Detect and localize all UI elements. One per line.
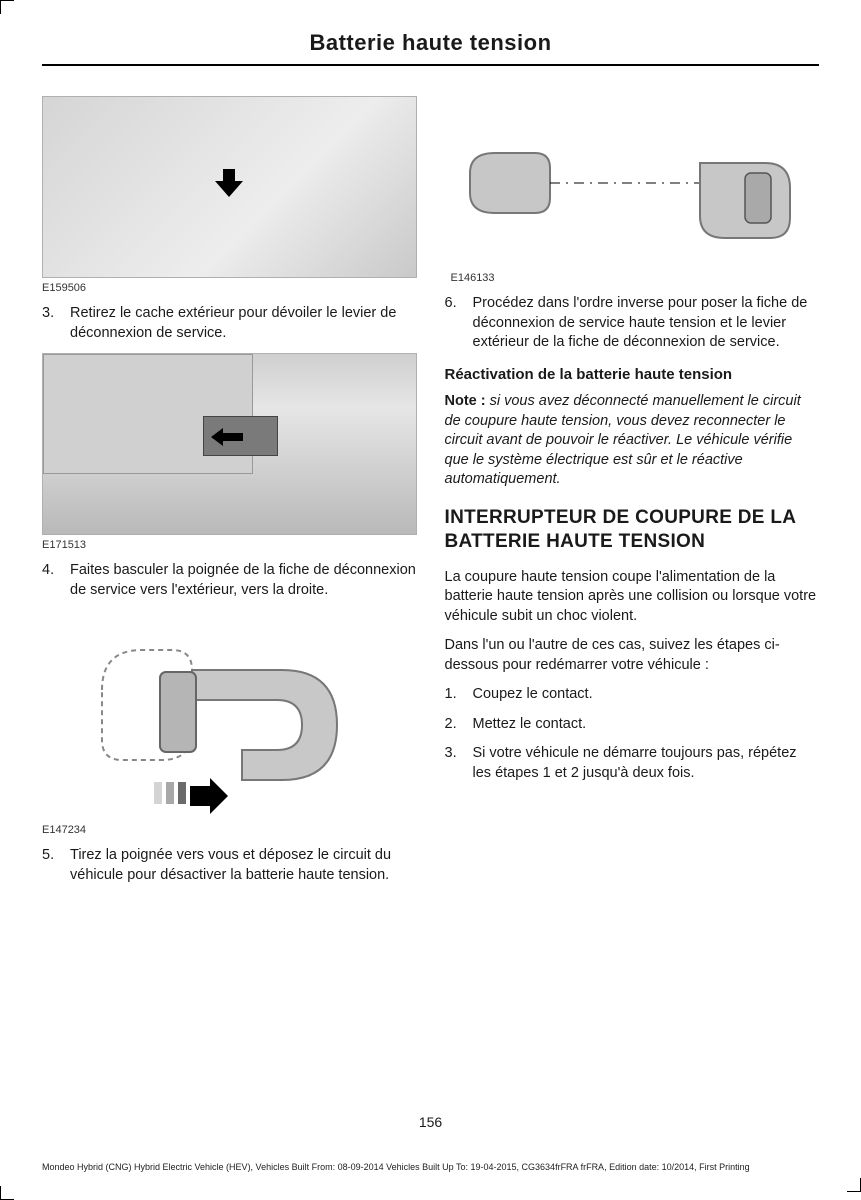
step-text: Si votre véhicule ne démarre toujours pa… bbox=[473, 744, 820, 783]
page-number: 156 bbox=[0, 1114, 861, 1130]
restart-step-2: 2. Mettez le contact. bbox=[445, 715, 820, 735]
page-header: Batterie haute tension bbox=[42, 30, 819, 66]
step-number: 1. bbox=[445, 685, 463, 705]
step-text: Mettez le contact. bbox=[473, 715, 587, 735]
step-number: 4. bbox=[42, 561, 60, 600]
right-column: E146133 6. Procédez dans l'ordre inverse… bbox=[445, 96, 820, 895]
crop-mark-bottom-left bbox=[0, 1184, 16, 1200]
arrow-left-icon bbox=[211, 428, 243, 451]
note-body: si vous avez déconnecté manuellement le … bbox=[445, 393, 801, 487]
restart-step-3: 3. Si votre véhicule ne démarre toujours… bbox=[445, 744, 820, 783]
step-text: Faites basculer la poignée de la fiche d… bbox=[70, 561, 417, 600]
figure-handle-swing bbox=[42, 610, 417, 820]
bracket-illustration bbox=[42, 610, 362, 820]
figure-caption: E171513 bbox=[42, 539, 417, 551]
crop-mark-top-left bbox=[0, 0, 16, 16]
step-number: 2. bbox=[445, 715, 463, 735]
left-column: E159506 3. Retirez le cache extérieur po… bbox=[42, 96, 417, 895]
step-number: 6. bbox=[445, 294, 463, 353]
figure-caption: E146133 bbox=[451, 272, 820, 284]
step-number: 3. bbox=[42, 304, 60, 343]
two-column-layout: E159506 3. Retirez le cache extérieur po… bbox=[42, 96, 819, 895]
paragraph: La coupure haute tension coupe l'aliment… bbox=[445, 568, 820, 627]
section-heading-interrupter: INTERRUPTEUR DE COUPURE DE LA BATTERIE H… bbox=[445, 506, 820, 554]
step-5: 5. Tirez la poignée vers vous et déposez… bbox=[42, 846, 417, 885]
step-text: Procédez dans l'ordre inverse pour poser… bbox=[473, 294, 820, 353]
step-4: 4. Faites basculer la poignée de la fich… bbox=[42, 561, 417, 600]
step-6: 6. Procédez dans l'ordre inverse pour po… bbox=[445, 294, 820, 353]
step-text: Retirez le cache extérieur pour dévoiler… bbox=[70, 304, 417, 343]
clip-illustration bbox=[445, 118, 805, 268]
page-title: Batterie haute tension bbox=[42, 30, 819, 56]
figure-clip bbox=[445, 118, 820, 268]
note-label: Note : bbox=[445, 393, 486, 409]
step-text: Coupez le contact. bbox=[473, 685, 593, 705]
figure-lever bbox=[42, 353, 417, 535]
step-number: 5. bbox=[42, 846, 60, 885]
step-3: 3. Retirez le cache extérieur pour dévoi… bbox=[42, 304, 417, 343]
crop-mark-bottom-right bbox=[845, 1176, 861, 1192]
step-number: 3. bbox=[445, 744, 463, 783]
subheading-reactivation: Réactivation de la batterie haute tensio… bbox=[445, 365, 820, 385]
note-block: Note : si vous avez déconnecté manuellem… bbox=[445, 392, 820, 490]
step-text: Tirez la poignée vers vous et déposez le… bbox=[70, 846, 417, 885]
restart-step-1: 1. Coupez le contact. bbox=[445, 685, 820, 705]
figure-caption: E147234 bbox=[42, 824, 417, 836]
footer-metadata: Mondeo Hybrid (CNG) Hybrid Electric Vehi… bbox=[42, 1162, 819, 1172]
figure-caption: E159506 bbox=[42, 282, 417, 294]
figure-cover-removal bbox=[42, 96, 417, 278]
panel-shape bbox=[43, 354, 253, 474]
arrow-down-icon bbox=[211, 165, 247, 201]
paragraph: Dans l'un ou l'autre de ces cas, suivez … bbox=[445, 636, 820, 675]
